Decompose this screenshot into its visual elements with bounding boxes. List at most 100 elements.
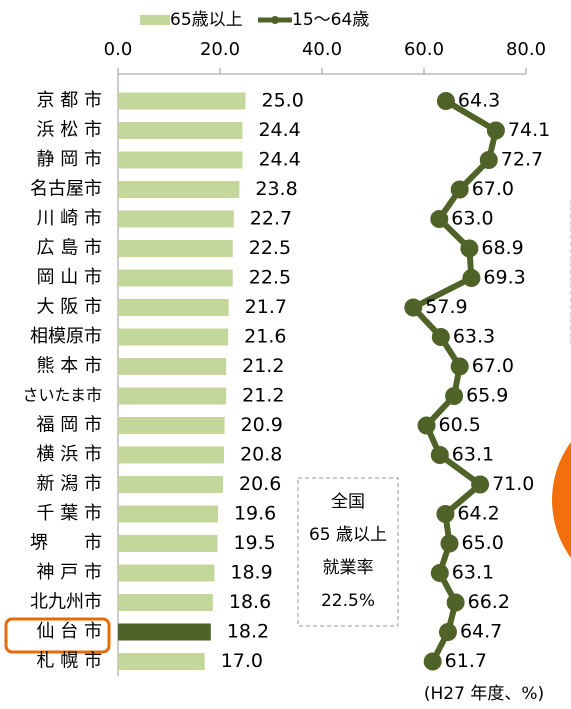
x-tick-label: 60.0 [404, 39, 444, 60]
line-marker [450, 357, 469, 376]
category-label: 熊 本 市 [37, 356, 102, 377]
line-marker [445, 387, 464, 405]
bar-value-label: 24.4 [258, 119, 300, 141]
line-value-label: 64.7 [460, 621, 502, 643]
line-value-label: 67.0 [472, 178, 514, 200]
line-marker [479, 151, 498, 169]
line-marker [486, 121, 505, 140]
bar-value-label: 19.6 [234, 503, 276, 525]
line-marker [462, 269, 481, 287]
bar [118, 653, 205, 670]
line-value-label: 60.5 [439, 414, 481, 436]
bar [118, 299, 229, 316]
line-value-label: 68.9 [481, 237, 523, 259]
category-label: 京 都 市 [37, 90, 102, 111]
category-label: 福 岡 市 [37, 415, 102, 436]
line-marker [440, 534, 459, 553]
line-value-label: 64.3 [458, 90, 500, 112]
legend-swatch [271, 16, 279, 24]
category-label: 横 浜 市 [37, 444, 102, 465]
bar-value-label: 24.4 [258, 149, 300, 171]
line-marker [436, 505, 455, 523]
legend-swatch [140, 15, 170, 25]
annotation: 65 歳以上 [309, 525, 387, 545]
bar [118, 476, 224, 493]
category-label: 堺 市 [30, 533, 102, 554]
bar [118, 210, 234, 228]
line-value-label: 74.1 [508, 119, 550, 141]
decor-circle [552, 442, 571, 558]
category-label: 札 幌 市 [37, 651, 102, 672]
bar-value-label: 21.2 [242, 385, 284, 407]
line-value-label: 61.7 [445, 650, 487, 672]
bar-value-label: 22.5 [249, 267, 291, 289]
line-value-label: 63.3 [453, 326, 495, 348]
category-label: 名古屋市 [30, 179, 102, 200]
line-marker [460, 239, 479, 258]
bar [118, 240, 233, 257]
bar [118, 358, 227, 375]
bar-value-label: 18.2 [227, 621, 269, 643]
category-label: 浜 松 市 [37, 120, 102, 141]
bar [118, 387, 227, 405]
bar-value-label: 17.0 [221, 650, 263, 672]
bar [118, 564, 215, 582]
line-marker [404, 298, 423, 317]
category-label: 岡 山 市 [37, 267, 102, 288]
bar [118, 505, 218, 523]
line-marker [430, 564, 449, 582]
bar-value-label: 18.6 [229, 591, 271, 613]
line-marker [417, 416, 436, 435]
x-tick-label: 0.0 [104, 39, 133, 60]
category-label: 相模原市 [30, 326, 102, 347]
bar-value-label: 19.5 [233, 532, 275, 554]
bar-value-label: 25.0 [262, 90, 304, 112]
line-value-label: 69.3 [483, 267, 525, 289]
bar-value-label: 20.9 [241, 414, 283, 436]
bar-value-label: 22.5 [249, 237, 291, 259]
note: (H27 年度、%) [424, 684, 544, 704]
annotation: 就業率 [323, 558, 374, 578]
bar [118, 594, 213, 611]
x-tick-label: 40.0 [302, 39, 342, 60]
bar-value-label: 22.7 [250, 208, 292, 230]
category-label: 静 岡 市 [37, 149, 102, 170]
bar-value-label: 21.2 [242, 355, 284, 377]
category-label: 千 葉 市 [37, 503, 102, 524]
line-marker [446, 593, 465, 612]
bar-value-label: 18.9 [230, 562, 272, 584]
line-marker [450, 180, 469, 199]
legend-label: 65歳以上 [170, 10, 243, 30]
line-marker [438, 623, 457, 641]
line-value-label: 63.1 [452, 444, 494, 466]
bar-value-label: 20.8 [240, 444, 282, 466]
category-label: 新 潟 市 [37, 474, 102, 495]
bar [118, 269, 233, 287]
category-label: 仙 台 市 [37, 621, 102, 642]
line-value-label: 64.2 [457, 503, 499, 525]
line-value-label: 71.0 [492, 473, 534, 495]
bar [118, 92, 246, 110]
line-marker [430, 210, 449, 228]
x-tick-label: 80.0 [506, 39, 546, 60]
bar [118, 417, 225, 434]
bar-value-label: 23.8 [255, 178, 297, 200]
line-value-label: 63.0 [451, 208, 493, 230]
annotation-box [297, 477, 399, 627]
bar [118, 151, 243, 169]
category-label: 広 島 市 [37, 238, 102, 259]
category-label: さいたま市 [22, 386, 102, 405]
bar [118, 623, 211, 641]
category-label: 神 戸 市 [37, 562, 102, 583]
line-marker [436, 92, 455, 110]
line-value-label: 72.7 [501, 149, 543, 171]
line-marker [431, 328, 450, 346]
bar-value-label: 21.7 [245, 296, 287, 318]
bar [118, 446, 225, 464]
line-marker [430, 446, 449, 464]
annotation: 全国 [331, 492, 365, 512]
x-tick-label: 20.0 [200, 39, 240, 60]
line-marker [471, 475, 490, 494]
bar [118, 535, 218, 552]
